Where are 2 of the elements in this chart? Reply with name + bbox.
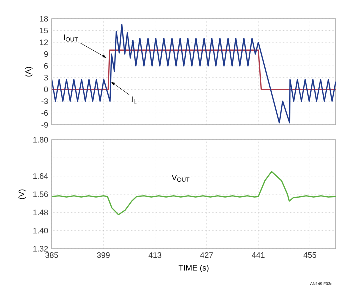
line-series: [52, 24, 336, 124]
line-series: [52, 171, 336, 216]
